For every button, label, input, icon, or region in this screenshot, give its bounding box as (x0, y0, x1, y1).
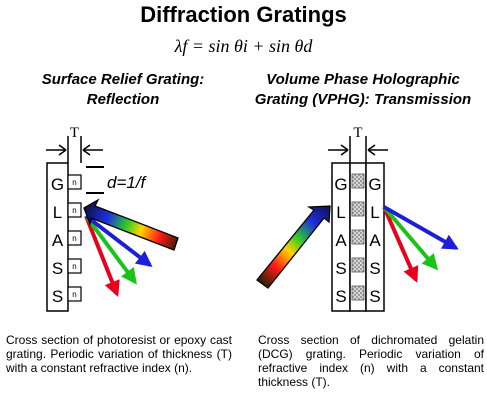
transmitted-ray-green (382, 205, 439, 271)
left-heading-line2: Reflection (86, 91, 160, 108)
incident-light-beam-left (83, 198, 179, 251)
left-glass-letter: S (52, 287, 63, 306)
right-glass-letter: S (369, 287, 380, 306)
relief-step (67, 202, 82, 218)
right-glass-letter: L (370, 203, 379, 222)
left-grating-diagram: T G L A S S n n n n n (46, 125, 179, 312)
grating-equation: λf = sin θi + sin θd (174, 36, 313, 56)
index-label: n (72, 206, 76, 215)
index-fringes (351, 173, 365, 301)
right-glass-letter: A (369, 231, 381, 250)
index-label: n (72, 262, 76, 271)
transmitted-ray-red (382, 206, 419, 283)
left-relief-steps: n n n n n (67, 174, 82, 302)
right-glass-letter: A (335, 231, 347, 250)
right-heading-line2: Grating (VPHG): Transmission (254, 91, 472, 108)
index-label: n (72, 290, 76, 299)
right-glass-letter: S (335, 287, 346, 306)
fringe (351, 257, 365, 273)
diffracted-ray-green (84, 214, 137, 285)
diffracted-ray-blue (84, 214, 153, 267)
right-caption: Cross section of dichromated gelatin (DC… (258, 333, 484, 389)
fringe (351, 173, 365, 189)
right-heading: Volume Phase Holographic Grating (VPHG):… (240, 70, 486, 110)
relief-step (67, 286, 82, 302)
figure-title: Diffraction Gratings (140, 2, 347, 27)
left-heading-line1: Surface Relief Grating: (41, 71, 205, 88)
left-heading: Surface Relief Grating: Reflection (8, 70, 238, 110)
left-glass-letter: S (52, 259, 63, 278)
right-glass-right (365, 162, 385, 312)
relief-step (67, 258, 82, 274)
right-glass-letter: G (368, 175, 381, 194)
period-label: d=1/f (107, 173, 148, 192)
right-glass-letter: L (336, 203, 345, 222)
left-glass-letter: L (53, 203, 62, 222)
incident-light-beam-right (256, 205, 331, 289)
left-glass-letter: A (52, 231, 64, 250)
right-heading-line1: Volume Phase Holographic (266, 71, 460, 88)
right-glass-letter: S (335, 259, 346, 278)
diffracted-ray-red (84, 215, 120, 297)
transmitted-ray-blue (383, 205, 459, 250)
right-thickness-label: T (353, 125, 362, 141)
fringe (351, 229, 365, 245)
left-thickness-label: T (70, 125, 79, 141)
relief-step (67, 174, 82, 190)
relief-step (67, 230, 82, 246)
left-glass-letter: G (51, 175, 64, 194)
fringe (351, 285, 365, 301)
right-grating-diagram: T G L A S S G L A S S (256, 125, 459, 312)
index-label: n (72, 178, 76, 187)
right-glass-letter: S (369, 259, 380, 278)
index-label: n (72, 234, 76, 243)
left-caption: Cross section of photoresist or epoxy ca… (6, 333, 232, 375)
fringe (351, 201, 365, 217)
right-glass-letter: G (334, 175, 347, 194)
